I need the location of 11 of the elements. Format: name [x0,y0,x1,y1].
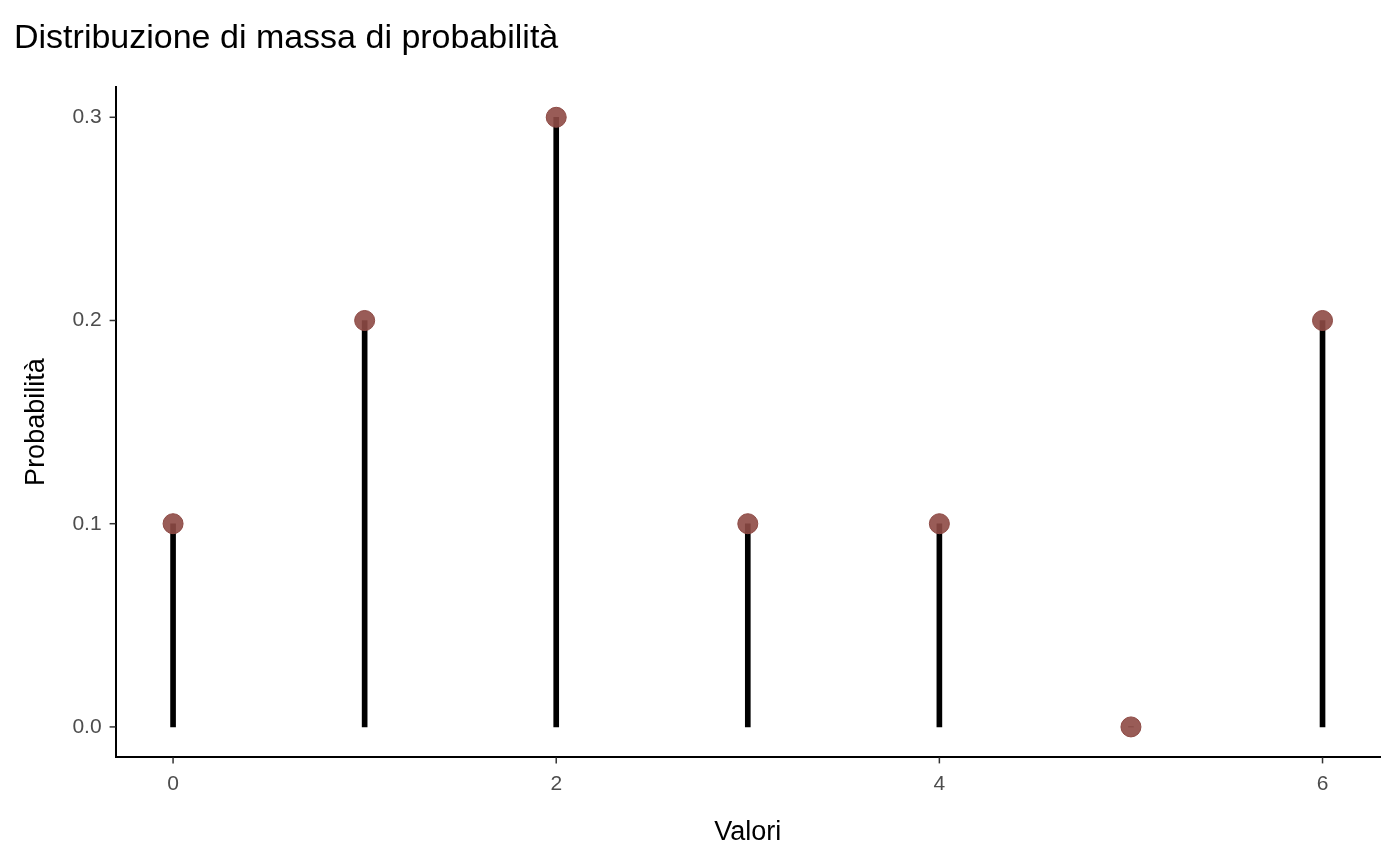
y-axis-title: Probabilità [19,357,50,486]
x-tick-label: 2 [550,770,563,794]
x-tick-label: 4 [933,770,946,794]
x-tick-label: 0 [167,770,179,794]
y-tick-label: 0.3 [72,104,102,128]
x-tick-label: 6 [1316,770,1329,794]
y-tick-label: 0.2 [72,307,102,331]
x-axis-title: Valori [714,816,782,847]
chart-title: Distribuzione di massa di probabilità [14,16,559,55]
y-tick-label: 0.0 [72,713,102,737]
y-tick-label: 0.1 [72,510,102,534]
